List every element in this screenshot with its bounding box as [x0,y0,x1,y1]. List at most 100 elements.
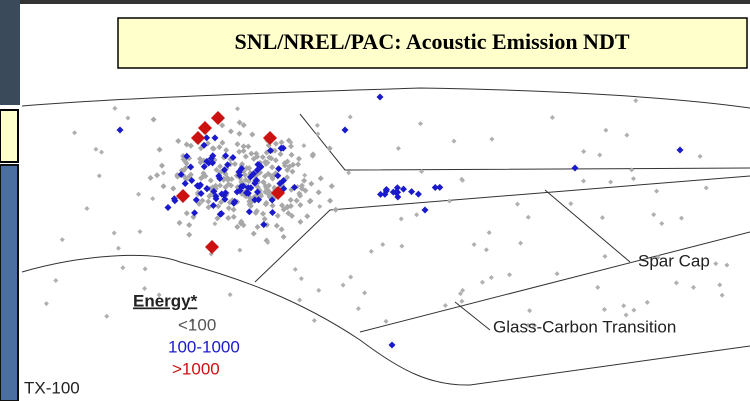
ae-point [229,154,237,162]
ae-point [315,131,321,137]
emission-points [43,93,730,349]
ae-point [186,222,193,229]
ae-point [205,240,219,254]
ae-point [125,115,131,121]
ae-point [239,182,247,190]
ae-point [160,183,167,190]
ae-point [209,145,216,152]
ae-point [265,170,272,177]
ae-point [136,191,142,197]
ae-point [525,214,531,220]
ae-point [112,105,118,111]
ae-point [176,219,183,226]
ae-point [644,299,650,305]
ae-point [260,221,268,229]
ae-point [314,122,320,128]
specimen-label: TX-100 [24,378,80,397]
ae-point [235,106,241,112]
ae-point [53,277,59,283]
ae-point [244,189,252,197]
ae-point [150,116,157,123]
side-photo [0,0,20,105]
ae-point [263,131,277,145]
ae-point [308,180,315,187]
ae-point [206,193,213,200]
ae-point [603,127,609,133]
ae-point [213,166,220,173]
ae-point [265,239,271,245]
ae-point [236,148,243,155]
ae-point [199,197,206,204]
ae-point [380,241,386,247]
ae-point [142,266,148,272]
ae-point [240,122,247,129]
ae-point [431,184,439,192]
ae-point [623,312,629,318]
ae-point [571,164,579,172]
ae-point [278,226,285,233]
ae-point [295,161,302,168]
ae-point [713,261,719,267]
ae-point [703,185,709,191]
legend-item: >1000 [172,359,220,378]
ae-point [210,187,218,195]
ae-point [234,141,241,148]
ae-point [388,341,396,349]
blade-outline [21,87,750,386]
ae-point [187,171,194,178]
ae-point [137,229,143,235]
ae-point [231,198,239,206]
ae-point [205,198,212,205]
ae-point [525,322,531,328]
ae-point [327,197,334,204]
ae-point [654,188,660,194]
ae-point [217,163,224,170]
ae-point [297,201,304,208]
ae-point [531,322,537,328]
ae-point [209,152,217,160]
ae-point [217,210,225,218]
ae-point [296,190,303,197]
ae-point [284,167,291,174]
ae-point [142,286,148,292]
ae-point [277,144,285,152]
ae-point [673,280,679,286]
ae-point [248,150,255,157]
ae-point [72,130,78,136]
ae-point [317,175,324,182]
ae-point [280,176,288,184]
ae-point [436,183,444,191]
ae-point [341,126,349,134]
ae-point [254,223,261,230]
ae-point [212,195,220,203]
ae-point [281,160,288,167]
ae-point [581,149,587,155]
ae-point [488,274,494,280]
ae-point [156,146,163,153]
ae-point [273,222,280,229]
ae-point [225,215,232,222]
ae-point [486,230,492,236]
ae-point [568,201,574,207]
ae-point [460,287,466,293]
ae-point [262,160,269,167]
ae-point [393,184,401,192]
spar-cap-label: Spar Cap [638,251,710,270]
ae-point [599,215,605,221]
ae-point [293,197,300,204]
ae-point [196,200,203,207]
ae-point [580,178,586,184]
ae-point [198,121,212,135]
ae-point [295,155,302,162]
ae-point [236,119,243,126]
ae-point [230,206,237,213]
ae-point [240,143,247,150]
ae-point [197,155,204,162]
ae-point [269,202,276,209]
ae-point [225,205,232,212]
ae-point [158,162,165,169]
ae-point [246,165,253,172]
ae-point [398,216,404,222]
ae-point [288,151,295,158]
